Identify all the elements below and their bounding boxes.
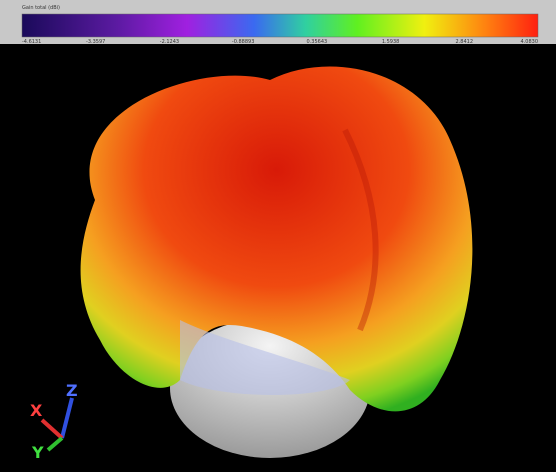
colorbar-tick-label: -4.6131 [22,39,41,45]
z-axis [60,397,74,439]
colorbar-title: Gain total (dBi) [22,5,60,11]
pattern-crease [342,128,379,332]
colorbar-tick-label: 1.5938 [382,39,400,45]
colorbar-tick-label: -2.1243 [160,39,179,45]
colorbar-tick-label: 0.35643 [307,39,328,45]
colorbar-tick-label: -0.88893 [232,39,254,45]
colorbar-tick-label: 4.0830 [521,39,539,45]
radiation-pattern [80,66,473,412]
colorbar-tick-label: -3.3597 [86,39,105,45]
z-label: Z [66,381,78,400]
y-label: Y [31,443,44,462]
axis-triad: Z X Y [30,381,78,462]
pattern-underside [180,320,350,395]
x-axis [40,418,64,440]
x-label: X [30,401,43,420]
y-axis [46,436,64,452]
colorbar [21,13,539,38]
colorbar-tick-label: 2.8412 [456,39,474,45]
